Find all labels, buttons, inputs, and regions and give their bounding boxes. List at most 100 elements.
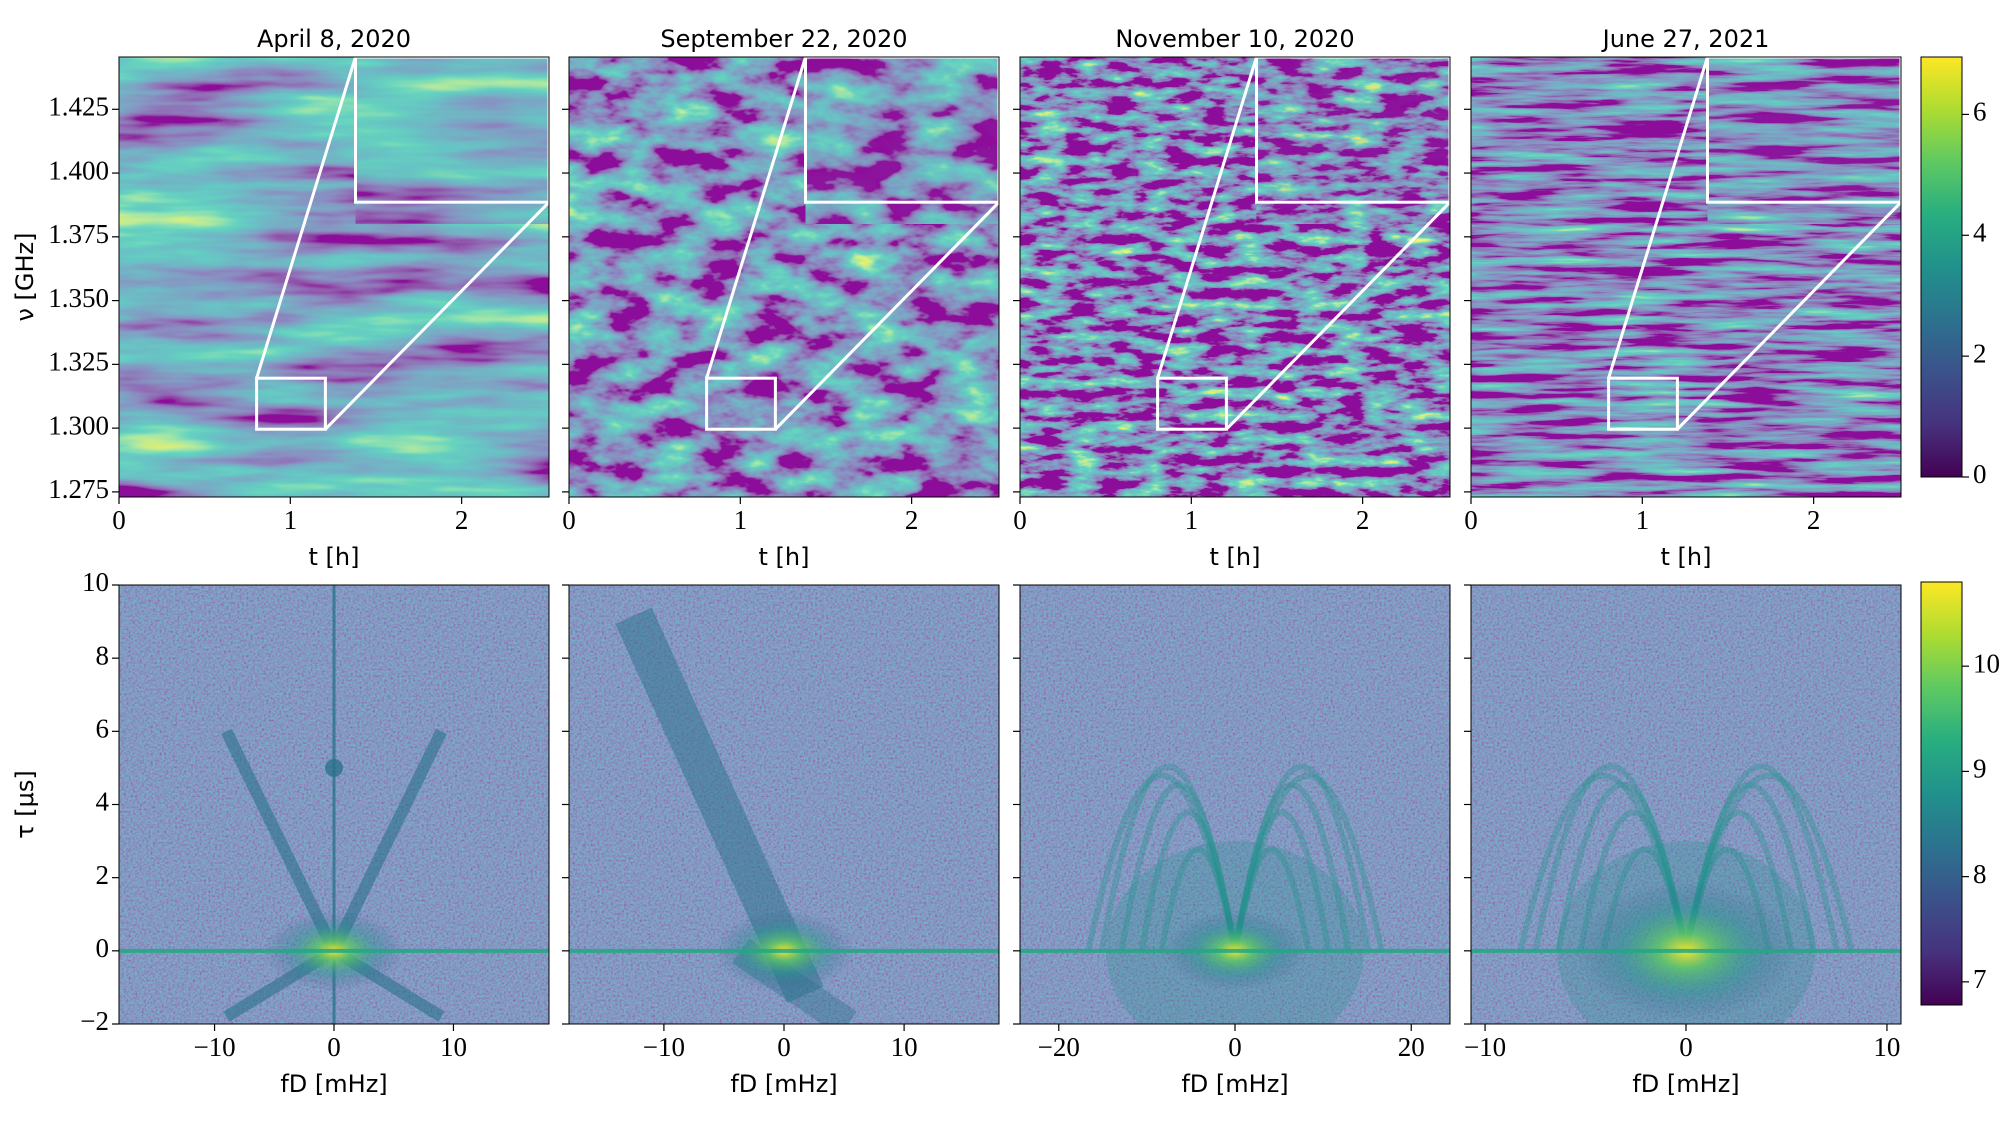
arc	[1232, 763, 1372, 952]
y-tick-label: 1.400	[48, 155, 109, 185]
y-axis-label: τ [μs]	[11, 770, 39, 839]
x-tick-label: −20	[1038, 1032, 1080, 1062]
arc	[1118, 782, 1238, 952]
arc	[1555, 782, 1689, 952]
inset-frame	[804, 57, 999, 204]
frame	[568, 56, 1000, 498]
zoom-line	[705, 57, 807, 379]
y-tick-label: 2	[96, 860, 110, 890]
x-axis-label: fD [mHz]	[730, 1070, 837, 1098]
y-tick-label: 1.325	[48, 347, 109, 377]
panel: −20 0 20 fD [mHz]	[1013, 584, 1451, 1098]
x-tick-label: 20	[1398, 1032, 1425, 1062]
inset-frame	[1255, 57, 1450, 204]
image	[119, 585, 549, 1024]
inset	[1256, 57, 1450, 224]
inset	[805, 57, 999, 224]
panel: −10 0 10 fD [mHz]	[562, 584, 1000, 1098]
panel: 0 1 2 t [h] November 10, 2020	[1013, 25, 1451, 571]
x-tick-label: 1	[1636, 505, 1650, 535]
image	[1471, 585, 1901, 1024]
arc	[1138, 809, 1238, 952]
inset-frame	[1706, 57, 1901, 204]
panel-title: April 8, 2020	[257, 25, 411, 53]
colorbar-tick-label: 6	[1973, 97, 1987, 127]
image	[119, 57, 549, 497]
x-tick-label: 2	[1356, 505, 1370, 535]
y-tick-label: 1.275	[48, 474, 109, 504]
image	[1020, 585, 1450, 1024]
x-tick-label: 2	[1807, 505, 1821, 535]
y-tick-label: 4	[96, 787, 110, 817]
colorbar-tick-label: 7	[1973, 964, 1987, 994]
x-tick-label: −10	[643, 1032, 685, 1062]
panel: 0 1 2 t [h] 1.275 1.300 1.325 1.350 1.375 1.400 1.…	[11, 25, 550, 571]
x-axis-label: fD [mHz]	[1181, 1070, 1288, 1098]
x-tick-label: 1	[734, 505, 748, 535]
x-tick-label: 0	[777, 1032, 791, 1062]
inset-frame	[354, 57, 549, 204]
blob	[325, 758, 343, 777]
x-tick-label: 10	[440, 1032, 467, 1062]
panel: 0 1 2 t [h] September 22, 2020	[562, 25, 1000, 571]
frame	[1470, 56, 1902, 498]
colorbar-tick-label: 4	[1973, 217, 1987, 247]
panel: −10 0 10 fD [mHz] −2 0 2 4 6 8 10 τ [μs]	[11, 567, 550, 1098]
y-axis-label: ν [GHz]	[11, 232, 39, 321]
image	[1020, 57, 1450, 497]
x-tick-label: 2	[905, 505, 919, 535]
panel-title: June 27, 2021	[1601, 25, 1770, 53]
zoom-line	[324, 201, 549, 431]
image	[569, 585, 999, 1024]
x-tick-label: 0	[1464, 505, 1478, 535]
colorbar-tick-label: 0	[1973, 459, 1987, 489]
colorbar-tick-label: 9	[1973, 754, 1987, 784]
arc	[1098, 763, 1238, 952]
zoom-line	[1676, 201, 1901, 431]
zoom-line	[1225, 201, 1450, 431]
frame	[118, 56, 550, 498]
arc	[1517, 772, 1689, 952]
x-tick-label: 0	[1013, 505, 1027, 535]
panel-title: November 10, 2020	[1115, 25, 1354, 53]
arc	[1232, 809, 1332, 952]
x-tick-label: 1	[1185, 505, 1199, 535]
colorbar	[1920, 56, 1963, 478]
y-tick-label: 1.300	[48, 410, 109, 440]
zoom-box	[705, 376, 777, 431]
x-axis-label: t [h]	[309, 543, 360, 571]
arc	[1532, 763, 1689, 952]
x-tick-label: −10	[193, 1032, 235, 1062]
zoom-line	[1156, 57, 1258, 379]
x-tick-label: 0	[327, 1032, 341, 1062]
zoom-line	[774, 201, 999, 431]
x-axis-label: t [h]	[1210, 543, 1261, 571]
y-tick-label: −2	[80, 1006, 109, 1036]
y-tick-label: 1.375	[48, 219, 109, 249]
x-tick-label: 10	[1873, 1032, 1900, 1062]
y-tick-label: 10	[82, 567, 109, 597]
arc	[1683, 772, 1855, 952]
arc	[1085, 773, 1238, 952]
arc	[1232, 782, 1352, 952]
x-tick-label: 0	[112, 505, 126, 535]
arc	[1683, 763, 1840, 952]
inset	[355, 57, 549, 224]
x-axis-label: fD [mHz]	[280, 1070, 387, 1098]
x-tick-label: 0	[562, 505, 576, 535]
arc	[1158, 846, 1238, 952]
x-tick-label: 10	[891, 1032, 918, 1062]
colorbar-tick-label: 10	[1973, 648, 2000, 678]
zoom-box	[1156, 376, 1228, 431]
image	[569, 57, 999, 497]
arc	[1683, 782, 1817, 952]
x-axis-label: fD [mHz]	[1632, 1070, 1739, 1098]
x-axis-label: t [h]	[1661, 543, 1712, 571]
x-tick-label: 2	[455, 505, 469, 535]
image	[1471, 57, 1901, 497]
panel: −10 0 10 fD [mHz] 7 8 9 10	[1464, 581, 2000, 1098]
y-tick-label: 1.425	[48, 91, 109, 121]
x-tick-label: 0	[1679, 1032, 1693, 1062]
x-tick-label: −10	[1464, 1032, 1506, 1062]
